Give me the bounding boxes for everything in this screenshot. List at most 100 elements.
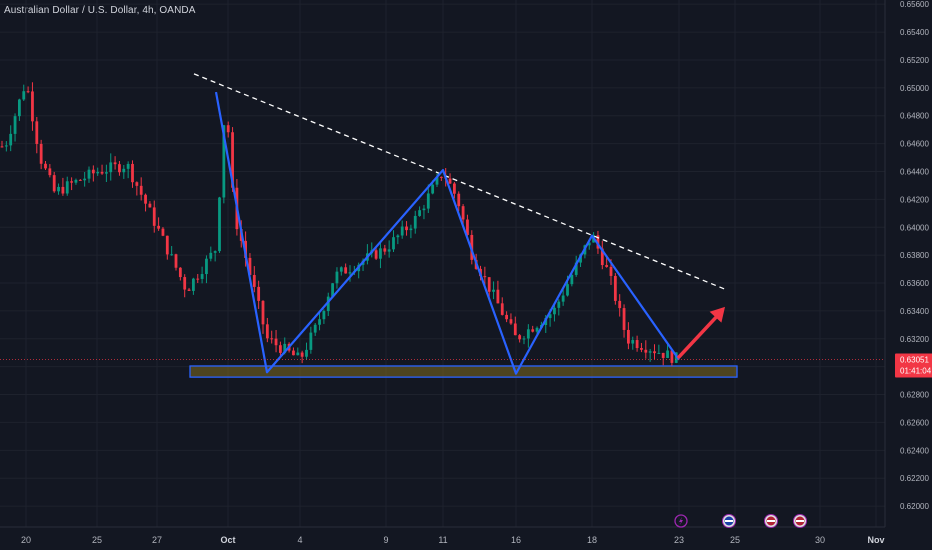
candle-body — [18, 99, 21, 117]
candle-body — [392, 237, 395, 250]
candle-body — [105, 172, 108, 174]
candle-body — [13, 116, 17, 134]
candle-body — [139, 185, 143, 195]
price-tick-label: 0.64400 — [900, 167, 929, 176]
candle-body — [170, 254, 174, 256]
candle-body — [318, 319, 321, 325]
candle-body — [535, 327, 539, 332]
candle-body — [466, 219, 469, 235]
candle-body — [4, 145, 8, 147]
candle-body — [387, 249, 391, 252]
candle-body — [570, 274, 574, 285]
chart-title: Australian Dollar / U.S. Dollar, 4h, OAN… — [4, 5, 196, 16]
candle-body — [522, 338, 526, 340]
candle-body — [91, 169, 95, 174]
candle-body — [261, 300, 265, 325]
au-flag-icon[interactable] — [722, 514, 736, 528]
candle-body — [574, 262, 578, 275]
candle-body — [627, 329, 630, 344]
price-tick-label: 0.62000 — [900, 502, 929, 511]
candle-body — [418, 210, 421, 216]
candle-body — [265, 324, 269, 339]
candle-body — [326, 296, 330, 312]
arrow-shaft[interactable] — [677, 310, 723, 359]
candle-body — [78, 179, 82, 181]
price-tick-label: 0.64600 — [900, 140, 929, 149]
candle-body — [648, 351, 652, 353]
lightning-icon[interactable] — [674, 514, 688, 528]
time-tick-label: 9 — [383, 535, 389, 545]
candle-body — [526, 329, 530, 339]
drawing-overlay[interactable] — [0, 73, 885, 375]
candle-body — [670, 350, 674, 363]
candle-body — [379, 248, 382, 259]
us-flag-icon[interactable] — [764, 514, 778, 528]
arrow-head[interactable] — [709, 306, 725, 323]
candle-body — [609, 266, 613, 276]
candle-body — [152, 207, 156, 226]
candle-body — [35, 121, 39, 144]
candle-body — [65, 181, 69, 194]
candle-body — [500, 303, 504, 315]
candle-body — [313, 324, 317, 333]
candle-body — [505, 314, 508, 320]
candle-body — [531, 329, 535, 332]
last-price-label: 0.63051 — [900, 356, 929, 365]
candle-body — [513, 323, 517, 336]
candle-body — [644, 349, 648, 353]
candle-body — [226, 125, 230, 133]
lightning-bolt — [679, 517, 683, 525]
last-price-badge — [895, 353, 932, 378]
candle-body — [557, 301, 561, 308]
price-tick-label: 0.65000 — [900, 84, 929, 93]
candle-body — [587, 242, 591, 246]
event-icons[interactable] — [674, 514, 807, 528]
candle-body — [31, 91, 34, 122]
descending-trendline[interactable] — [193, 73, 728, 291]
candle-body — [509, 319, 513, 324]
candle-body — [461, 206, 465, 220]
us-flag-icon[interactable] — [793, 514, 807, 528]
price-tick-label: 0.62400 — [900, 446, 929, 455]
candle-body — [396, 235, 400, 238]
candle-body — [335, 271, 339, 284]
candle-body — [305, 349, 308, 357]
candle-body — [413, 215, 417, 229]
candle-body — [553, 307, 556, 315]
candle-body — [487, 277, 491, 292]
candle-body — [165, 235, 169, 255]
time-tick-label: 30 — [814, 535, 826, 545]
candle-body — [309, 332, 313, 350]
zigzag-pattern-line[interactable] — [214, 91, 680, 375]
candle-body — [222, 125, 226, 198]
candle-body — [274, 338, 278, 346]
price-tick-label: 0.62200 — [900, 474, 929, 483]
candle-body — [209, 252, 213, 259]
candle-body — [483, 276, 487, 278]
price-tick-label: 0.65600 — [900, 0, 929, 9]
candle-body — [405, 226, 408, 231]
price-tick-label: 0.64800 — [900, 112, 929, 121]
candle-body — [631, 340, 635, 344]
candle-body — [613, 275, 617, 301]
candle-body — [322, 311, 326, 320]
candle-body — [666, 350, 669, 358]
support-zone-rect[interactable] — [189, 365, 738, 378]
candle-body — [657, 352, 661, 354]
support-zone[interactable] — [189, 365, 738, 378]
candle-body — [605, 265, 609, 267]
candle-body — [118, 164, 121, 173]
price-tick-label: 0.63600 — [900, 279, 929, 288]
price-tick-label: 0.63200 — [900, 335, 929, 344]
candle-body — [174, 254, 178, 268]
time-tick-label: 18 — [586, 535, 598, 545]
candle-body — [131, 163, 134, 183]
price-axis-bg — [885, 0, 932, 550]
time-tick-label: 23 — [673, 535, 685, 545]
candle-body — [561, 295, 565, 302]
candle-body — [344, 267, 348, 274]
time-tick-label: 16 — [510, 535, 522, 545]
